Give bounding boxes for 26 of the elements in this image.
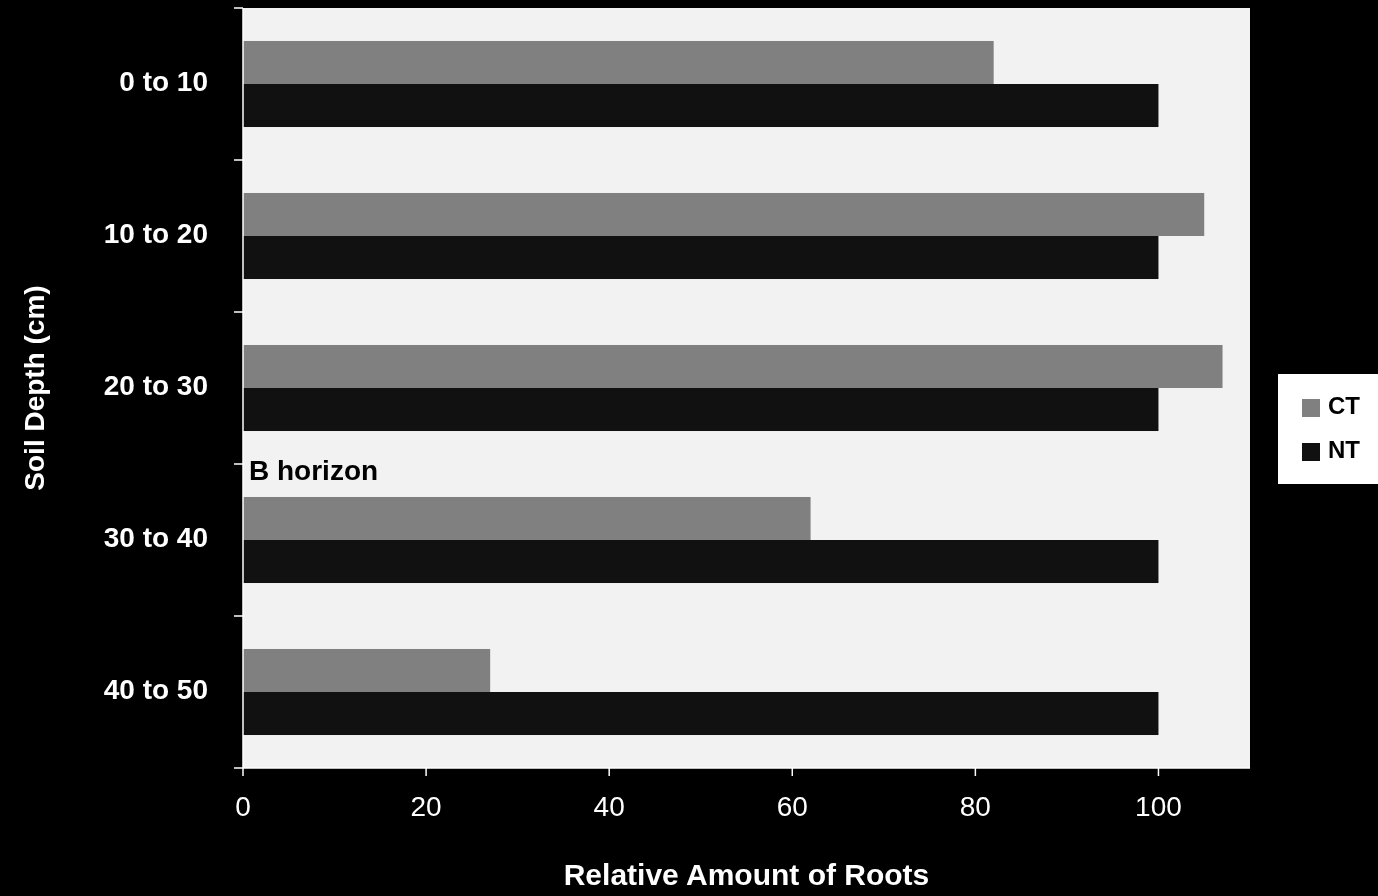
bar — [243, 496, 811, 540]
y-axis-title: Soil Depth (cm) — [19, 285, 50, 491]
x-tick-label: 20 — [410, 791, 442, 822]
x-tick-label: 60 — [776, 791, 808, 822]
x-tick-label: 100 — [1135, 791, 1182, 822]
y-tick-label: 20 to 30 — [103, 370, 208, 402]
bar — [243, 192, 1205, 236]
x-tick-label: 40 — [593, 791, 625, 822]
y-tick-label: 30 to 40 — [103, 522, 208, 554]
bar — [243, 540, 1159, 584]
x-axis-title: Relative Amount of Roots — [563, 858, 930, 891]
x-tick-label: 80 — [959, 791, 991, 822]
x-tick-label: 0 — [235, 791, 251, 822]
bar — [243, 692, 1159, 736]
bar — [243, 84, 1159, 128]
bar — [243, 40, 994, 84]
bar — [243, 388, 1159, 432]
annotation: B horizon — [249, 455, 379, 487]
legend-label: CT — [1328, 392, 1361, 420]
y-tick-label: 40 to 50 — [103, 674, 208, 706]
bar — [243, 344, 1223, 388]
y-tick-label: 10 to 20 — [103, 218, 208, 250]
y-tick-label: 0 to 10 — [119, 66, 208, 98]
bar — [243, 648, 491, 692]
bar — [243, 236, 1159, 280]
legend-label: NT — [1328, 436, 1361, 464]
